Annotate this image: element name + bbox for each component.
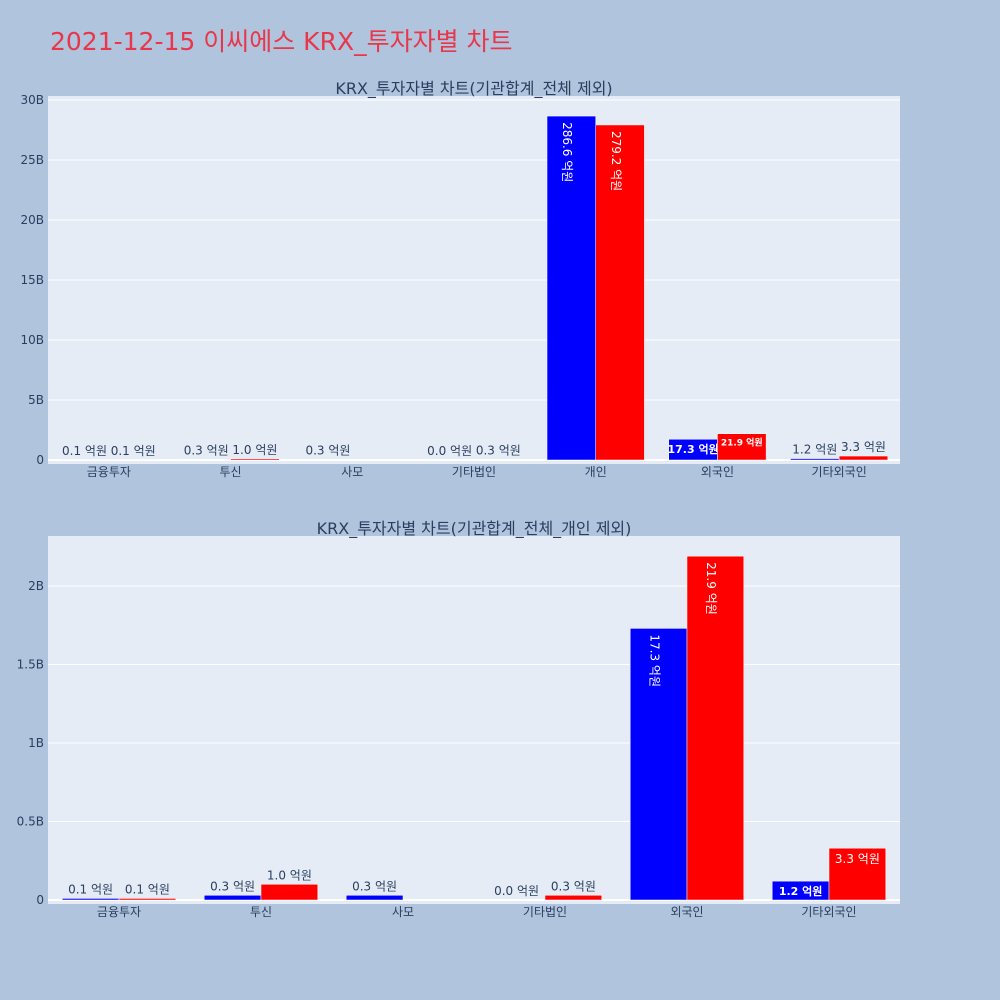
data-label: 1.0 억원 [267,868,312,882]
x-tick-label: 기타법인 [523,905,567,919]
data-label: 0.0 억원 [427,444,472,458]
data-label: 0.3 억원 [476,444,521,458]
chart-title: KRX_투자자별 차트(기관합계_전체_개인 제외) [317,519,632,539]
data-label: 0.1 억원 [62,444,107,458]
bar [61,898,120,901]
data-label: 1.2 억원 [792,443,837,457]
x-tick-label: 기타외국인 [801,905,856,919]
data-label: 17.3 억원 [647,634,661,687]
y-tick-label: 1.5B [17,658,44,672]
y-tick-label: 15B [20,273,44,287]
data-label: 0.3 억원 [551,879,596,893]
data-label: 21.9 억원 [704,562,718,615]
bar [838,455,889,461]
y-tick-label: 0.5B [17,815,44,829]
data-label: 0.3 억원 [352,879,397,893]
bar [595,124,645,461]
x-tick-label: 투신 [220,465,242,479]
bar [686,555,745,901]
x-tick-label: 사모 [392,905,414,919]
bar [118,898,177,901]
x-tick-label: 기타외국인 [812,465,867,479]
bar [345,895,404,901]
y-tick-label: 20B [20,213,44,227]
chart-1: 0 5B 10B 15B 20B 25B 30B KRX_투자자별 차트(기관합계_전체 제외… [20,79,900,479]
x-tick-label: 금융투자 [97,905,141,919]
data-label: 0.1 억원 [68,882,113,896]
bar [260,884,319,901]
bar [828,847,887,901]
data-label: 3.3 억원 [841,440,886,454]
data-label: 17.3 억원 [667,442,718,456]
y-tick-label: 1B [28,736,44,750]
bar [544,895,603,901]
x-tick-label: 기타법인 [452,465,496,479]
chart-2: 0 0.5B 1B 1.5B 2B KRX_투자자별 차트(기관합계_전체_개인 제외) 금… [17,519,900,919]
y-tick-label: 2B [28,579,44,593]
y-tick-label: 10B [20,333,44,347]
x-tick-label: 금융투자 [87,465,131,479]
bar [230,458,280,461]
data-label: 21.9 억원 [721,437,763,449]
data-label: 0.3 억원 [210,879,255,893]
bar [203,895,262,901]
bar [546,115,596,461]
data-label: 279.2 억원 [609,131,623,191]
data-label: 0.3 억원 [184,444,229,458]
plot-background [48,536,900,904]
y-tick-label: 0 [36,453,44,467]
bar [629,628,688,901]
data-label: 0.3 억원 [305,444,350,458]
data-label: 0.0 억원 [494,884,539,898]
chart-title: KRX_투자자별 차트(기관합계_전체 제외) [335,79,612,99]
page-title: 2021-12-15 이씨에스 KRX_투자자별 차트 [50,27,513,56]
data-label: 0.1 억원 [111,444,156,458]
y-tick-label: 5B [28,393,44,407]
data-label: 1.0 억원 [232,443,277,457]
data-label: 3.3 억원 [835,852,880,866]
y-tick-label: 0 [36,893,44,907]
data-label: 286.6 억원 [560,122,574,182]
x-tick-label: 사모 [341,465,363,479]
x-tick-label: 투신 [250,905,272,919]
x-tick-label: 외국인 [701,465,734,479]
x-tick-label: 외국인 [670,905,703,919]
x-tick-label: 개인 [585,465,607,479]
y-tick-label: 30B [20,93,44,107]
bar [717,433,767,461]
y-tick-label: 25B [20,153,44,167]
data-label: 0.1 억원 [125,882,170,896]
data-label: 1.2 억원 [779,884,823,898]
bar [790,458,840,461]
